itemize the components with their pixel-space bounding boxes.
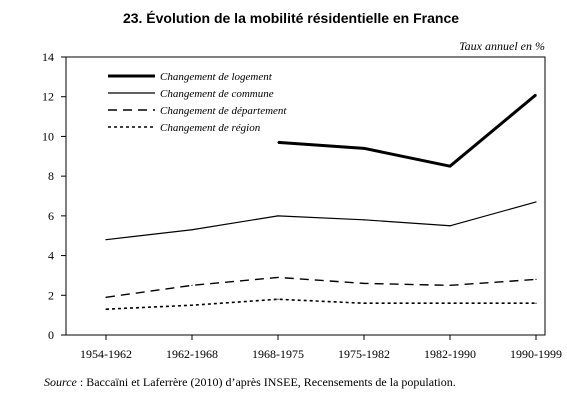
source-text: : Baccaïni et Laferrère (2010) d’après I…	[77, 375, 456, 389]
x-tick-label: 1954-1962	[80, 347, 132, 361]
series-2-point	[105, 239, 107, 241]
y-tick-label: 2	[48, 288, 54, 302]
series-3-point	[191, 284, 193, 286]
series-3-point	[535, 278, 537, 280]
x-tick-label: 1968-1975	[252, 347, 304, 361]
y-axis: 0 2 4 6 8 10 12 14	[42, 50, 66, 342]
series-1-point	[277, 141, 279, 143]
y-tick-label: 10	[42, 129, 54, 143]
series-line-3	[105, 276, 537, 298]
series-2-point	[363, 219, 365, 221]
y-tick-label: 8	[48, 169, 54, 183]
x-tick-label: 1982-1990	[424, 347, 476, 361]
y-tick-label: 4	[48, 249, 54, 263]
x-axis: 1954-1962 1962-1968 1968-1975 1975-1982 1982…	[80, 335, 562, 361]
series-2-point	[449, 225, 451, 227]
x-tick-label: 1975-1982	[338, 347, 390, 361]
legend-label-1: Changement de logement	[160, 71, 273, 83]
x-tick-label: 1990-1999	[510, 347, 562, 361]
series-2-point	[277, 215, 279, 217]
source-note: Source : Baccaïni et Laferrère (2010) d’…	[44, 375, 456, 389]
y-tick-label: 14	[42, 50, 54, 64]
series-2-point	[535, 201, 537, 203]
series-4-point	[449, 302, 451, 304]
series-layer	[105, 93, 537, 310]
series-1-point	[449, 165, 451, 167]
series-1-point	[363, 147, 365, 149]
plot-area	[65, 56, 546, 336]
series-4-point	[191, 304, 193, 306]
legend-label-4: Changement de région	[160, 122, 261, 134]
legend-label-3: Changement de département	[160, 105, 287, 117]
series-line-4	[105, 298, 536, 310]
series-4-point	[277, 298, 279, 300]
unit-label: Taux annuel en %	[459, 39, 545, 53]
series-4-point	[105, 308, 107, 310]
y-tick-label: 12	[42, 90, 54, 104]
series-4-point	[535, 302, 537, 304]
legend-label-2: Changement de commune	[160, 88, 274, 100]
series-line-2	[105, 201, 537, 241]
legend: Changement de logement Changement de comm…	[108, 71, 287, 134]
series-3-point	[363, 282, 365, 284]
series-3-point	[449, 284, 451, 286]
y-tick-label: 0	[48, 328, 54, 342]
x-tick-label: 1962-1968	[166, 347, 218, 361]
series-3-point	[105, 296, 107, 298]
source-label: Source	[44, 375, 78, 389]
series-3-point	[277, 276, 279, 279]
chart-title: 23. Évolution de la mobilité résidentiel…	[123, 10, 459, 26]
series-4-point	[363, 302, 365, 304]
y-tick-label: 6	[48, 209, 54, 223]
series-line-1	[277, 93, 537, 168]
series-1-point	[535, 94, 537, 96]
series-2-point	[191, 229, 193, 231]
